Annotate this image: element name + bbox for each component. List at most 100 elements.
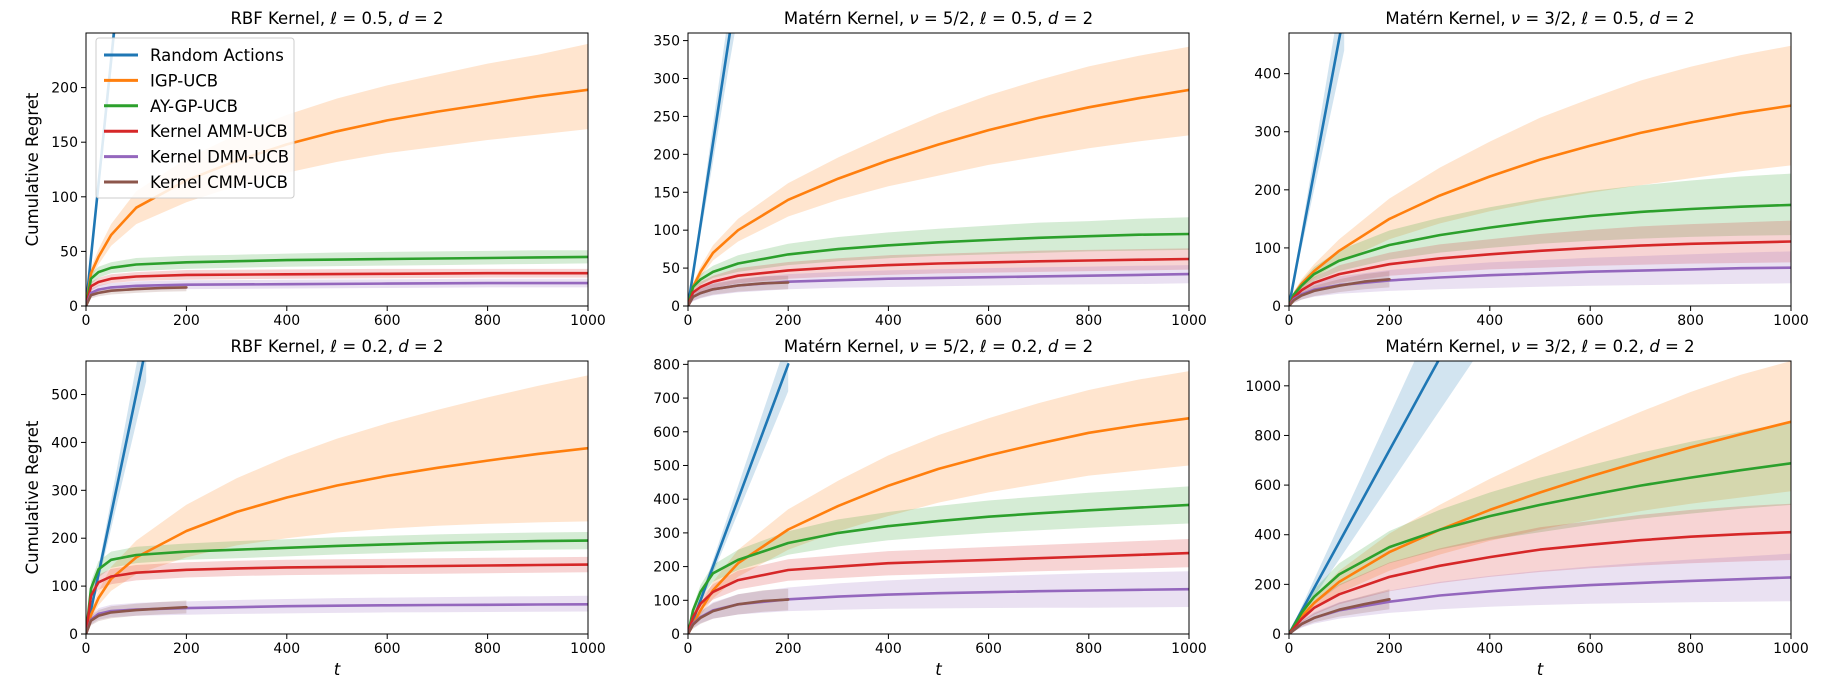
y-tick-label: 100 bbox=[51, 579, 78, 595]
band-ay-gp-ucb bbox=[1289, 173, 1791, 306]
line-kernel-dmm-ucb bbox=[86, 281, 588, 306]
legend-label: AY-GP-UCB bbox=[150, 97, 238, 116]
x-tick-label: 400 bbox=[875, 641, 902, 657]
line-igp-ucb bbox=[688, 88, 1189, 306]
line-ay-gp-ucb bbox=[688, 503, 1189, 634]
x-tick-label: 800 bbox=[474, 313, 501, 329]
y-tick-label: 200 bbox=[1254, 183, 1281, 199]
x-tick-label: 800 bbox=[1677, 313, 1704, 329]
y-tick-label: 300 bbox=[653, 72, 680, 88]
x-tick-label: 200 bbox=[173, 313, 200, 329]
line-random-actions bbox=[1289, 361, 1440, 634]
line-igp-ucb bbox=[688, 416, 1189, 634]
x-axis-label: t bbox=[935, 660, 942, 679]
y-tick-label: 700 bbox=[653, 391, 680, 407]
subplot-title: RBF Kernel, ℓ = 0.2, d = 2 bbox=[230, 337, 443, 356]
x-tick-label: 600 bbox=[1577, 313, 1604, 329]
legend-label: Kernel AMM-UCB bbox=[150, 122, 288, 141]
band-ay-gp-ucb bbox=[688, 217, 1189, 306]
x-tick-label: 400 bbox=[1476, 641, 1503, 657]
y-tick-label: 150 bbox=[653, 185, 680, 201]
y-tick-label: 800 bbox=[1254, 428, 1281, 444]
subplot-3: 0 200 400 600 800 1000 0 100 200 300 400 Matérn Ker… bbox=[1254, 9, 1809, 329]
legend-label: IGP-UCB bbox=[150, 71, 218, 90]
y-tick-label: 0 bbox=[1272, 627, 1281, 643]
y-tick-label: 50 bbox=[662, 261, 680, 277]
y-tick-label: 100 bbox=[653, 223, 680, 239]
band-kernel-dmm-ucb bbox=[86, 595, 588, 634]
y-tick-label: 400 bbox=[1254, 528, 1281, 544]
x-tick-label: 1000 bbox=[1171, 313, 1207, 329]
subplot-title: Matérn Kernel, ν = 5/2, ℓ = 0.5, d = 2 bbox=[784, 9, 1093, 28]
plot-area bbox=[1289, 33, 1791, 306]
line-kernel-cmm-ucb bbox=[1289, 597, 1391, 634]
x-tick-label: 200 bbox=[1376, 641, 1403, 657]
x-tick-label: 600 bbox=[1577, 641, 1604, 657]
line-ay-gp-ucb bbox=[86, 255, 588, 306]
x-tick-label: 200 bbox=[173, 641, 200, 657]
axes-frame bbox=[85, 32, 589, 307]
y-tick-label: 200 bbox=[51, 81, 78, 97]
x-axis-label: t bbox=[334, 660, 341, 679]
y-tick-label: 400 bbox=[1254, 67, 1281, 83]
subplot-6: 0 200 400 600 800 1000 0 200 400 600 800 1000 Matérn… bbox=[1245, 337, 1809, 679]
y-tick-label: 100 bbox=[51, 190, 78, 206]
x-tick-label: 0 bbox=[1285, 641, 1294, 657]
x-tick-label: 800 bbox=[1075, 313, 1102, 329]
band-igp-ucb bbox=[86, 43, 588, 306]
band-kernel-amm-ucb bbox=[86, 556, 588, 634]
x-tick-label: 1000 bbox=[1171, 641, 1207, 657]
x-tick-label: 600 bbox=[975, 641, 1002, 657]
band-kernel-dmm-ucb bbox=[1289, 251, 1791, 306]
y-tick-label: 400 bbox=[653, 492, 680, 508]
band-kernel-dmm-ucb bbox=[688, 571, 1189, 634]
line-kernel-amm-ucb bbox=[688, 551, 1189, 634]
subplot-title: RBF Kernel, ℓ = 0.5, d = 2 bbox=[230, 9, 443, 28]
x-tick-label: 1000 bbox=[570, 313, 606, 329]
band-kernel-amm-ucb bbox=[1289, 503, 1791, 634]
y-tick-label: 600 bbox=[653, 425, 680, 441]
band-igp-ucb bbox=[688, 371, 1189, 634]
line-kernel-amm-ucb bbox=[688, 257, 1189, 306]
y-axis-label: Cumulative Regret bbox=[23, 92, 42, 246]
subplot-title: Matérn Kernel, ν = 3/2, ℓ = 0.5, d = 2 bbox=[1385, 9, 1694, 28]
subplot-title: Matérn Kernel, ν = 5/2, ℓ = 0.2, d = 2 bbox=[784, 337, 1093, 356]
x-tick-label: 600 bbox=[374, 641, 401, 657]
plot-area bbox=[688, 33, 1189, 306]
x-tick-label: 800 bbox=[474, 641, 501, 657]
legend-label: Kernel CMM-UCB bbox=[150, 173, 288, 192]
x-tick-label: 800 bbox=[1075, 641, 1102, 657]
band-igp-ucb bbox=[1289, 361, 1791, 634]
subplot-title: Matérn Kernel, ν = 3/2, ℓ = 0.2, d = 2 bbox=[1385, 337, 1694, 356]
plot-area bbox=[688, 361, 1189, 634]
x-tick-label: 400 bbox=[273, 313, 300, 329]
y-tick-label: 50 bbox=[60, 244, 78, 260]
band-kernel-amm-ucb bbox=[688, 539, 1189, 634]
y-tick-label: 250 bbox=[653, 109, 680, 125]
band-random-actions bbox=[1289, 361, 1474, 634]
y-tick-label: 0 bbox=[671, 299, 680, 315]
x-tick-label: 200 bbox=[775, 641, 802, 657]
y-tick-label: 300 bbox=[1254, 125, 1281, 141]
line-kernel-cmm-ucb bbox=[688, 281, 790, 306]
line-kernel-amm-ucb bbox=[86, 271, 588, 306]
x-tick-label: 800 bbox=[1677, 641, 1704, 657]
y-tick-label: 0 bbox=[671, 627, 680, 643]
x-tick-label: 200 bbox=[775, 313, 802, 329]
line-kernel-cmm-ucb bbox=[86, 605, 188, 634]
x-tick-label: 1000 bbox=[1773, 641, 1809, 657]
axes-frame bbox=[687, 32, 1190, 307]
y-tick-label: 0 bbox=[1272, 299, 1281, 315]
x-tick-label: 400 bbox=[1476, 313, 1503, 329]
axes-frame bbox=[1288, 32, 1792, 307]
plot-area bbox=[1289, 361, 1791, 634]
x-tick-label: 600 bbox=[975, 313, 1002, 329]
line-igp-ucb bbox=[1289, 104, 1791, 306]
band-igp-ucb bbox=[1289, 45, 1791, 306]
line-igp-ucb bbox=[1289, 420, 1791, 634]
band-kernel-cmm-ucb bbox=[1289, 271, 1390, 306]
band-ay-gp-ucb bbox=[86, 532, 588, 634]
x-tick-label: 0 bbox=[1285, 313, 1294, 329]
y-tick-label: 600 bbox=[1254, 478, 1281, 494]
